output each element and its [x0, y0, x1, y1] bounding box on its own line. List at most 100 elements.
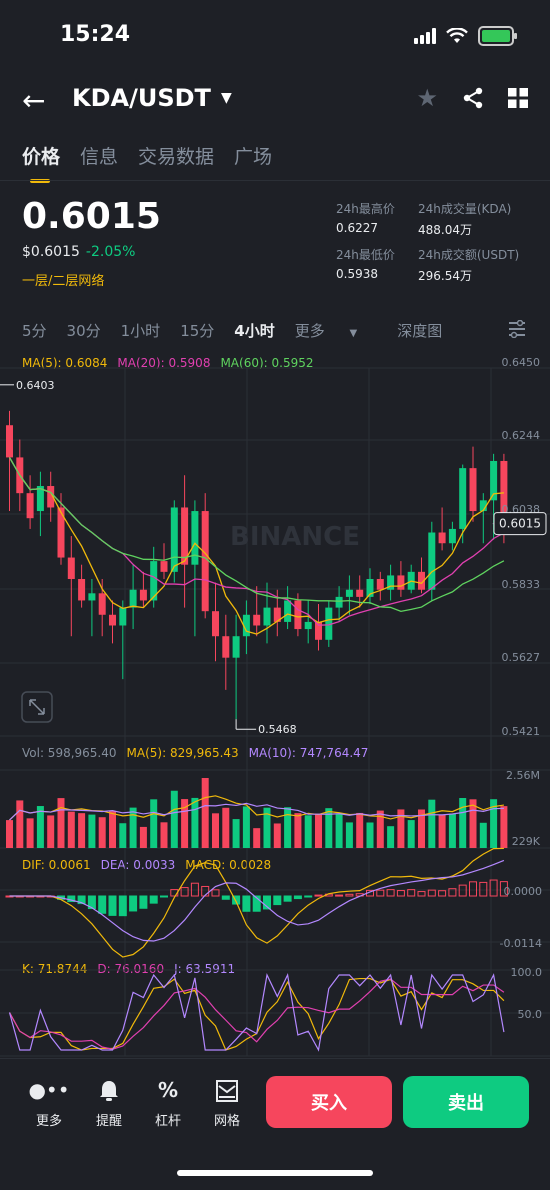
candle-body [315, 621, 322, 640]
share-icon[interactable] [462, 87, 484, 109]
volume-bar [119, 823, 127, 848]
candle-body [109, 614, 116, 626]
macd-histogram-bar [314, 894, 323, 897]
network-tag-link[interactable]: 一层/二层网络 [22, 274, 105, 289]
nav-more[interactable]: ●•• 更多 [24, 1078, 74, 1129]
dea-legend: DEA: 0.0033 [100, 858, 176, 872]
vol-legend: Vol: 598,965.40 MA(5): 829,965.43 MA(10)… [22, 746, 368, 760]
macd-tick-label: 0.0000 [504, 885, 543, 898]
volume-bar [26, 818, 34, 848]
volume-bar [438, 815, 446, 848]
low-label: 24h最低价 [336, 248, 395, 262]
ma5-line [8, 457, 504, 635]
k-legend: K: 71.8744 [22, 962, 88, 976]
volume-bar [170, 790, 178, 848]
macd-histogram-bar [108, 895, 117, 916]
vol-kda-label: 24h成交量(KDA) [418, 202, 512, 216]
status-icons [414, 26, 517, 46]
nav-grid[interactable]: 网格 [202, 1078, 252, 1129]
volume-bar [387, 826, 395, 848]
candle-body [88, 593, 96, 601]
volume-bar [109, 811, 116, 848]
candle-body [345, 589, 353, 597]
vol-ma5-legend: MA(5): 829,965.43 [126, 746, 239, 760]
macd-histogram-bar [499, 881, 508, 897]
macd-histogram-bar [252, 895, 261, 912]
tab-square[interactable]: 广场 [234, 146, 273, 168]
candle-body [366, 579, 374, 597]
price-change: -2.05% [85, 244, 136, 260]
volume-bar [345, 822, 353, 848]
dif-legend: DIF: 0.0061 [22, 858, 91, 872]
vol-ma10-line [9, 802, 504, 821]
expand-arrow-icon [29, 699, 45, 715]
nav-grid-label: 网格 [213, 1114, 240, 1129]
volume-bar [181, 799, 189, 848]
candle-body [6, 425, 13, 458]
vol-usdt-value: 296.54万 [418, 269, 472, 283]
interval-30m[interactable]: 30分 [66, 322, 101, 340]
candle-body [500, 460, 508, 524]
nav-alert[interactable]: 提醒 [84, 1078, 134, 1129]
volume-bar [397, 809, 405, 848]
volume-bar [160, 822, 168, 848]
price-tick-label: 0.5421 [502, 725, 541, 738]
macd-histogram-bar [417, 891, 426, 897]
battery-icon [478, 26, 517, 46]
candle-body [26, 493, 34, 519]
macd-histogram-bar [211, 889, 220, 897]
macd-histogram-bar [221, 895, 230, 900]
tab-trading-data[interactable]: 交易数据 [138, 146, 215, 168]
chart-settings-icon[interactable] [508, 320, 526, 338]
macd-histogram-bar [438, 890, 447, 897]
candle-body [181, 507, 189, 565]
interval-4h[interactable]: 4小时 [234, 322, 275, 340]
volume-bar [469, 799, 477, 848]
j-line [8, 973, 505, 1052]
home-indicator [177, 1170, 373, 1176]
macd-histogram-bar [98, 895, 107, 914]
dea-line [9, 859, 505, 942]
candle-body [201, 511, 209, 612]
candle-body [57, 507, 65, 558]
volume-bar [273, 823, 281, 848]
macd-tick-label: -0.0114 [500, 937, 542, 950]
current-price-label: 0.6015 [499, 517, 541, 531]
interval-1h[interactable]: 1小时 [120, 322, 161, 340]
candle-body [387, 575, 395, 590]
volume-bar [376, 810, 384, 848]
macd-histogram-bar [180, 887, 189, 897]
candle-body [428, 532, 436, 590]
volume-bar [47, 815, 55, 848]
tab-price[interactable]: 价格 [22, 142, 60, 183]
pair-selector[interactable]: KDA/USDT ▼ [72, 84, 232, 112]
nav-margin-label: 杠杆 [154, 1114, 181, 1129]
candle-body [78, 579, 86, 601]
volume-bar [78, 813, 86, 848]
ma60-line [8, 457, 505, 613]
interval-15m[interactable]: 15分 [180, 322, 215, 340]
interval-5m[interactable]: 5分 [22, 322, 47, 340]
volume-bar [490, 799, 498, 848]
tab-info[interactable]: 信息 [80, 146, 119, 168]
macd-histogram-bar [335, 894, 344, 897]
candle-body [335, 596, 343, 608]
buy-button[interactable]: 买入 [266, 1076, 392, 1128]
star-icon[interactable]: ★ [416, 84, 438, 112]
candle-body [119, 607, 127, 626]
volume-bar [232, 819, 240, 848]
interval-depth[interactable]: 深度图 [397, 322, 443, 340]
interval-more[interactable]: 更多 ▼ [295, 320, 378, 341]
volume-tick-label: 229K [512, 835, 541, 848]
volume-bar [500, 806, 508, 848]
sell-button[interactable]: 卖出 [403, 1076, 529, 1128]
kline-chart[interactable]: BINANCE0.64500.62440.60380.58330.56270.5… [0, 350, 550, 1058]
k-line [8, 977, 505, 1051]
volume-bar [418, 809, 425, 848]
nav-more-label: 更多 [35, 1114, 62, 1129]
grid-layout-icon[interactable] [508, 88, 528, 108]
nav-margin[interactable]: % 杠杆 [143, 1078, 193, 1129]
volume-bar [36, 806, 44, 848]
volume-bar [150, 799, 158, 848]
back-arrow-icon[interactable]: ← [22, 84, 46, 117]
